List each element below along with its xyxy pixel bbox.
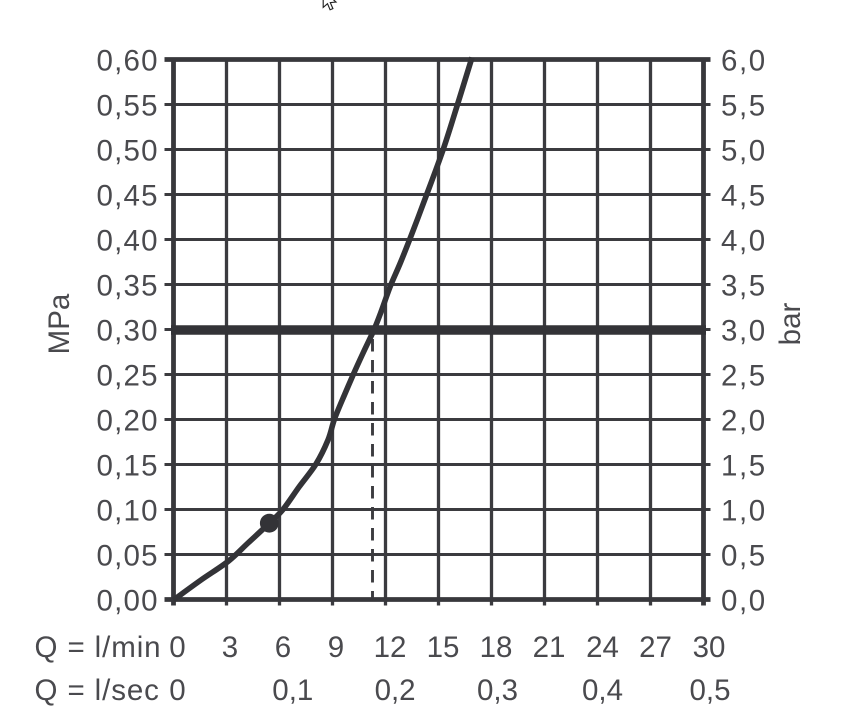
svg-text:0,3: 0,3 xyxy=(477,674,518,707)
svg-text:0: 0 xyxy=(169,631,185,664)
svg-text:0,25: 0,25 xyxy=(96,359,158,392)
svg-text:0,60: 0,60 xyxy=(96,44,158,77)
svg-text:0,1: 0,1 xyxy=(272,674,313,707)
svg-text:Q = l/sec: Q = l/sec xyxy=(35,674,160,707)
svg-text:0,55: 0,55 xyxy=(96,89,158,122)
svg-text:6: 6 xyxy=(275,631,291,664)
svg-text:0,05: 0,05 xyxy=(96,539,158,572)
svg-text:0: 0 xyxy=(169,674,185,707)
svg-text:0,10: 0,10 xyxy=(96,494,158,527)
svg-text:0,30: 0,30 xyxy=(96,314,158,347)
svg-text:0,2: 0,2 xyxy=(375,674,416,707)
svg-text:12: 12 xyxy=(374,631,407,664)
svg-text:0,0: 0,0 xyxy=(721,584,767,617)
svg-text:bar: bar xyxy=(774,303,807,346)
svg-text:2,5: 2,5 xyxy=(721,359,767,392)
svg-text:0,20: 0,20 xyxy=(96,404,158,437)
svg-text:MPa: MPa xyxy=(43,293,76,354)
svg-text:15: 15 xyxy=(427,631,460,664)
svg-text:3: 3 xyxy=(222,631,238,664)
svg-text:0,40: 0,40 xyxy=(96,224,158,257)
svg-text:18: 18 xyxy=(480,631,513,664)
svg-text:5,0: 5,0 xyxy=(721,134,767,167)
svg-text:5,5: 5,5 xyxy=(721,89,767,122)
svg-text:4,0: 4,0 xyxy=(721,224,767,257)
svg-text:0,35: 0,35 xyxy=(96,269,158,302)
svg-text:3,5: 3,5 xyxy=(721,269,767,302)
svg-text:9: 9 xyxy=(328,631,344,664)
svg-text:0,5: 0,5 xyxy=(689,674,730,707)
svg-text:24: 24 xyxy=(586,631,619,664)
svg-text:6,0: 6,0 xyxy=(721,44,767,77)
svg-text:0,15: 0,15 xyxy=(96,449,158,482)
svg-text:0,45: 0,45 xyxy=(96,179,158,212)
svg-text:0,00: 0,00 xyxy=(96,584,158,617)
svg-text:21: 21 xyxy=(533,631,566,664)
svg-text:0,4: 0,4 xyxy=(582,674,623,707)
svg-text:1,5: 1,5 xyxy=(721,449,767,482)
svg-text:0,5: 0,5 xyxy=(721,539,767,572)
svg-text:30: 30 xyxy=(693,631,726,664)
svg-text:3,0: 3,0 xyxy=(721,314,767,347)
svg-text:1,0: 1,0 xyxy=(721,494,767,527)
svg-text:Q = l/min: Q = l/min xyxy=(35,631,162,664)
svg-text:0,50: 0,50 xyxy=(96,134,158,167)
svg-text:4,5: 4,5 xyxy=(721,179,767,212)
svg-text:27: 27 xyxy=(639,631,672,664)
svg-text:2,0: 2,0 xyxy=(721,404,767,437)
